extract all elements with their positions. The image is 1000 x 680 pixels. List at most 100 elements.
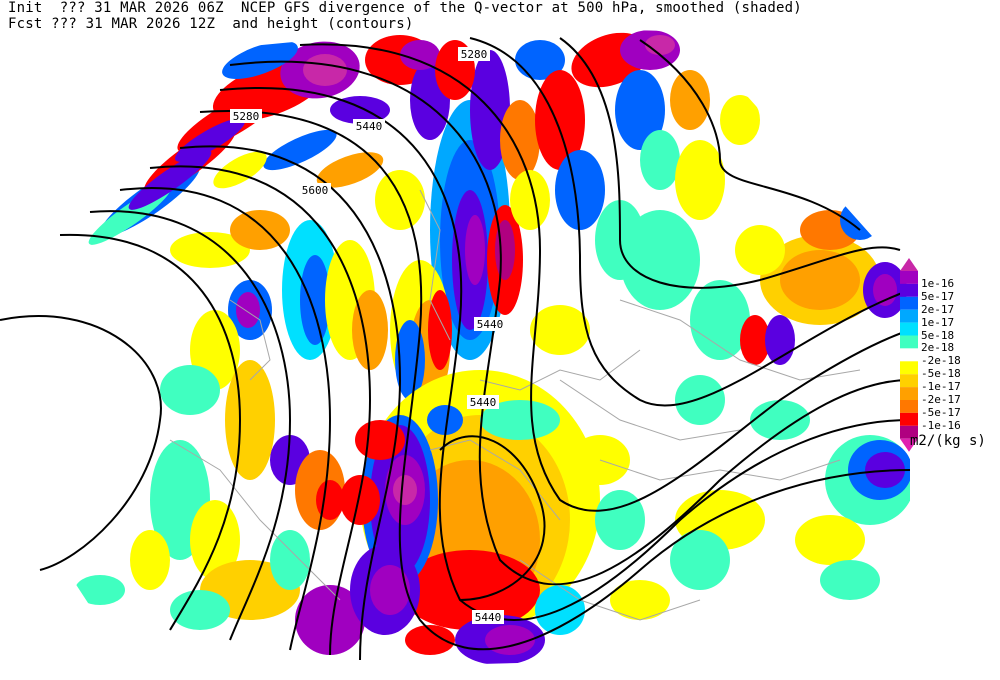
height-contour	[0, 315, 162, 571]
shading-region	[595, 490, 645, 550]
colorbar-label: 5e-18	[921, 328, 955, 342]
colorbar-label: -5e-18	[921, 367, 961, 381]
shading-region	[555, 150, 605, 230]
shading-region	[75, 575, 125, 605]
shading-region	[263, 129, 337, 171]
border-line	[429, 439, 561, 521]
shading-region	[230, 210, 290, 250]
height-contour	[59, 233, 242, 631]
shading-region	[213, 151, 267, 189]
map-title: NCEP GFS divergence of the Q-vector at 5…	[240, 0, 802, 16]
shading-region	[535, 70, 585, 170]
contour-label: 5440	[477, 318, 504, 331]
shading-region	[128, 150, 212, 210]
colorbar-swatch	[900, 425, 918, 439]
contour-label-box	[458, 47, 490, 61]
shading-region	[225, 360, 275, 480]
colorbar-swatches	[900, 258, 918, 452]
shading-region	[395, 320, 425, 400]
shading-region	[270, 530, 310, 590]
shading-region	[170, 232, 250, 268]
shading-region	[330, 96, 390, 124]
height-contour	[119, 187, 332, 651]
shading-region	[720, 95, 760, 145]
shading-region	[675, 140, 725, 220]
shading-region	[780, 250, 860, 310]
colorbar-swatch	[900, 348, 918, 362]
map-subtitle: and height (contours)	[232, 16, 414, 32]
shading-region	[222, 41, 298, 79]
shading-region	[640, 130, 680, 190]
contour-label-box	[474, 317, 506, 331]
height-contour	[149, 165, 372, 656]
border-line	[229, 299, 271, 381]
border-line	[559, 379, 741, 441]
height-contour	[199, 110, 911, 651]
q-vector-divergence-shading	[75, 30, 910, 665]
shading-region	[480, 400, 560, 440]
shading-region	[610, 580, 670, 620]
border-line	[419, 189, 451, 341]
border-line	[479, 349, 641, 391]
shading-region	[170, 590, 230, 630]
contour-label: 5600	[302, 184, 329, 197]
contour-label: 5280	[461, 48, 488, 61]
forecast-time: Fcst ??? 31 MAR 2026 12Z	[8, 16, 216, 32]
height-contour	[219, 87, 911, 621]
shading-region	[303, 54, 347, 86]
shading-region	[300, 255, 330, 345]
colorbar-label: 1e-17	[921, 315, 955, 329]
contour-labels: 5280 5280 5440 5600 5440 5440 5440	[230, 47, 506, 624]
shading-region	[795, 515, 865, 565]
shading-region	[236, 292, 260, 328]
shading-region	[740, 315, 770, 365]
border-line	[599, 459, 841, 481]
height-contour	[559, 37, 901, 289]
contour-label-box	[230, 109, 262, 123]
colorbar-label: 1e-16	[921, 276, 955, 290]
shading-region	[316, 480, 344, 520]
header-line-1: Init ??? 31 MAR 2026 06Z NCEP GFS diverg…	[8, 0, 802, 16]
shading-region	[190, 500, 240, 580]
colorbar-swatch	[900, 309, 918, 323]
shading-region	[352, 290, 388, 370]
shading-region	[515, 40, 565, 80]
shading-region	[393, 475, 417, 505]
colorbar-label: -1e-17	[921, 380, 961, 394]
colorbar-label: -1e-16	[921, 418, 961, 432]
colorbar-swatch	[900, 283, 918, 297]
shading-region	[750, 400, 810, 440]
shading-region	[670, 70, 710, 130]
shading-region	[675, 375, 725, 425]
colorbar-swatch	[900, 374, 918, 388]
colorbar-swatch	[900, 412, 918, 426]
border-line	[169, 439, 341, 601]
colorbar-label: -5e-17	[921, 405, 961, 419]
shading-region	[500, 100, 540, 180]
colorbar-swatch	[900, 296, 918, 310]
colorbar-label: 2e-18	[921, 341, 955, 355]
init-time: Init ??? 31 MAR 2026 06Z	[8, 0, 224, 16]
colorbar-swatch	[900, 387, 918, 400]
colorbar-swatch	[900, 400, 918, 413]
height-contours	[0, 37, 911, 661]
shading-region	[130, 530, 170, 590]
shading-region	[160, 365, 220, 415]
height-contour	[179, 145, 402, 661]
colorbar-swatch	[900, 361, 918, 375]
shading-region	[465, 215, 485, 285]
header-line-2: Fcst ??? 31 MAR 2026 12Z and height (con…	[8, 16, 414, 32]
shading-region	[427, 405, 463, 435]
shading-region	[820, 560, 880, 600]
shading-region	[340, 475, 380, 525]
shading-region	[400, 550, 540, 630]
contour-label: 5440	[475, 611, 502, 624]
contour-label: 5440	[356, 120, 383, 133]
colorbar-swatch	[900, 322, 918, 336]
shading-region	[620, 210, 700, 310]
shading-region	[615, 70, 665, 150]
height-contour	[89, 210, 292, 641]
shading-region	[375, 170, 425, 230]
shading-region	[428, 290, 452, 370]
